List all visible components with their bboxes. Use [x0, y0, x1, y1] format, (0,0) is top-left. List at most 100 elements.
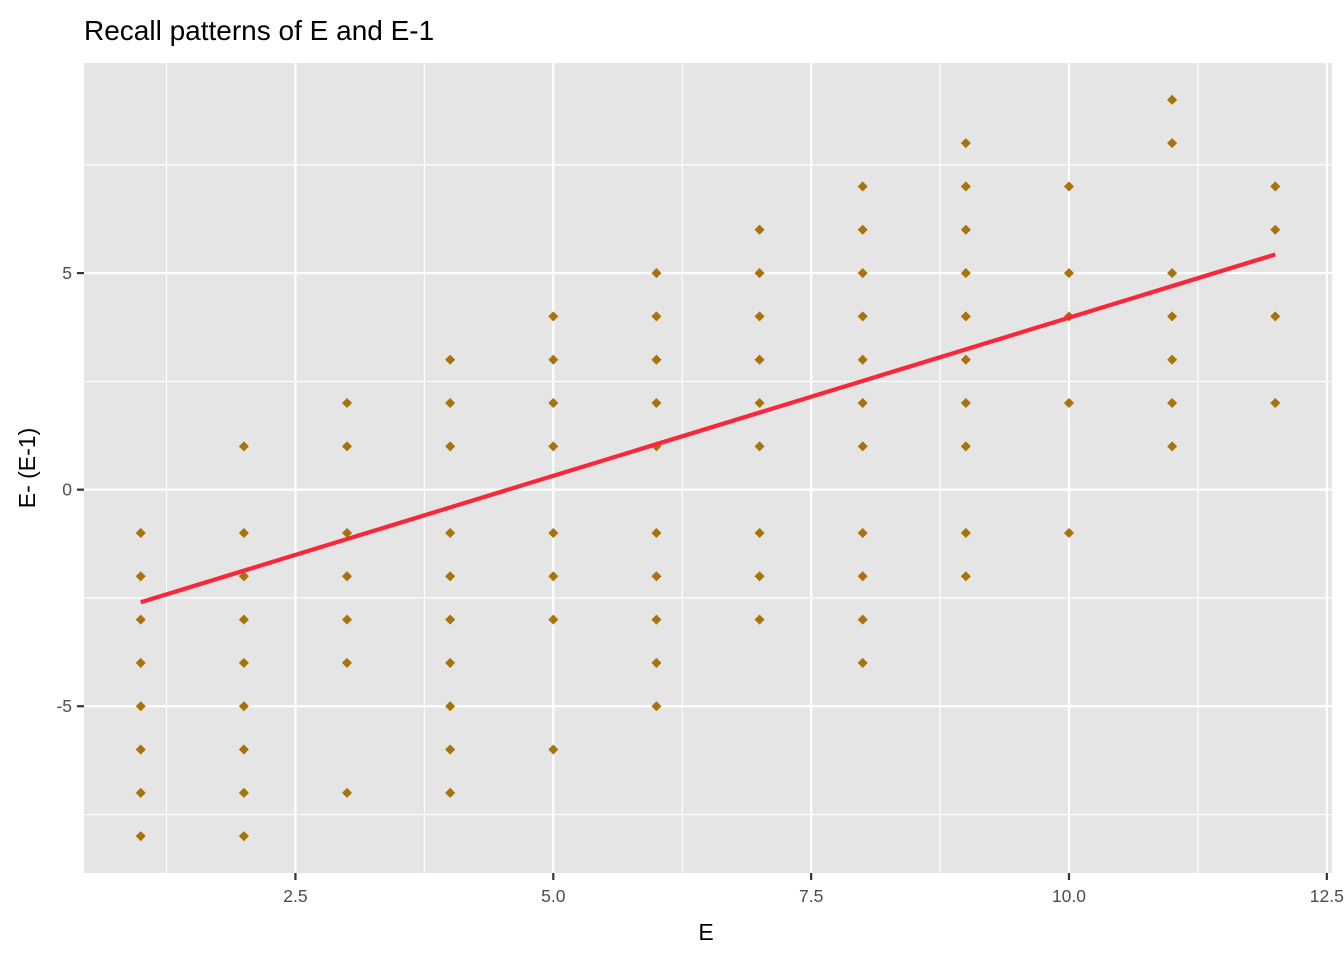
data-point — [651, 657, 662, 668]
data-point — [548, 744, 559, 755]
data-point — [445, 441, 456, 452]
data-point — [651, 527, 662, 538]
data-point — [754, 527, 765, 538]
data-point — [960, 311, 971, 322]
data-point — [960, 527, 971, 538]
data-point — [754, 224, 765, 235]
data-point — [238, 571, 249, 582]
data-point — [238, 831, 249, 842]
data-point — [548, 571, 559, 582]
data-point — [1167, 354, 1178, 365]
data-point — [548, 354, 559, 365]
data-point — [1063, 181, 1075, 192]
data-point — [1270, 311, 1281, 322]
data-point — [1270, 224, 1281, 235]
data-point — [960, 224, 971, 235]
data-point — [754, 614, 765, 625]
data-point — [135, 571, 146, 582]
data-point — [1063, 398, 1075, 409]
minor-gridlines — [84, 63, 1332, 873]
x-tick-label: 7.5 — [799, 886, 823, 906]
data-point — [857, 224, 868, 235]
data-point — [857, 268, 868, 279]
data-point — [341, 787, 353, 798]
data-point — [238, 701, 249, 712]
data-point — [1270, 398, 1281, 409]
data-point — [1167, 441, 1178, 452]
data-point — [341, 614, 353, 625]
data-point — [445, 354, 456, 365]
data-point — [1270, 181, 1281, 192]
data-points — [135, 94, 1281, 842]
data-point — [857, 614, 868, 625]
data-point — [651, 571, 662, 582]
x-axis-title: E — [698, 919, 713, 945]
data-point — [445, 571, 456, 582]
data-point — [651, 398, 662, 409]
data-point — [341, 571, 353, 582]
data-point — [548, 614, 559, 625]
major-gridlines — [84, 63, 1332, 873]
data-point — [651, 268, 662, 279]
data-point — [135, 614, 146, 625]
data-point — [341, 398, 353, 409]
data-point — [754, 398, 765, 409]
data-point — [857, 441, 868, 452]
data-point — [445, 398, 456, 409]
data-point — [754, 268, 765, 279]
data-point — [135, 787, 146, 798]
data-point — [238, 657, 249, 668]
data-point — [548, 527, 559, 538]
x-tick-label: 12.5 — [1310, 886, 1344, 906]
data-point — [238, 614, 249, 625]
data-point — [754, 441, 765, 452]
data-point — [445, 787, 456, 798]
data-point — [445, 701, 456, 712]
data-point — [960, 354, 971, 365]
data-point — [960, 138, 971, 149]
data-point — [960, 441, 971, 452]
data-point — [341, 657, 353, 668]
data-point — [857, 181, 868, 192]
data-point — [548, 311, 559, 322]
data-point — [1167, 311, 1178, 322]
y-axis-ticks: -5 0 5 — [56, 263, 84, 716]
data-point — [960, 571, 971, 582]
data-point — [1063, 268, 1075, 279]
data-point — [238, 441, 249, 452]
data-point — [754, 354, 765, 365]
trend-line — [140, 252, 1276, 605]
data-point — [651, 354, 662, 365]
data-point — [651, 614, 662, 625]
data-point — [1063, 527, 1075, 538]
data-point — [754, 311, 765, 322]
data-point — [1167, 94, 1178, 105]
chart-title: Recall patterns of E and E-1 — [84, 15, 434, 46]
data-point — [445, 614, 456, 625]
y-tick-label: -5 — [56, 696, 72, 716]
data-point — [857, 311, 868, 322]
data-point — [238, 787, 249, 798]
data-point — [135, 831, 146, 842]
data-point — [445, 657, 456, 668]
x-tick-label: 5.0 — [541, 886, 566, 906]
data-point — [135, 744, 146, 755]
y-axis-title: E- (E-1) — [14, 428, 40, 509]
data-point — [238, 527, 249, 538]
data-point — [548, 398, 559, 409]
data-point — [960, 268, 971, 279]
y-tick-label: 5 — [62, 263, 72, 283]
data-point — [135, 701, 146, 712]
data-point — [341, 441, 353, 452]
data-point — [857, 354, 868, 365]
data-point — [445, 744, 456, 755]
x-tick-label: 10.0 — [1052, 886, 1086, 906]
x-axis-ticks: 2.5 5.0 7.5 10.0 12.5 — [283, 873, 1344, 906]
data-point — [651, 311, 662, 322]
data-point — [857, 657, 868, 668]
data-point — [238, 744, 249, 755]
data-point — [135, 657, 146, 668]
data-point — [651, 701, 662, 712]
data-point — [857, 527, 868, 538]
data-point — [857, 571, 868, 582]
